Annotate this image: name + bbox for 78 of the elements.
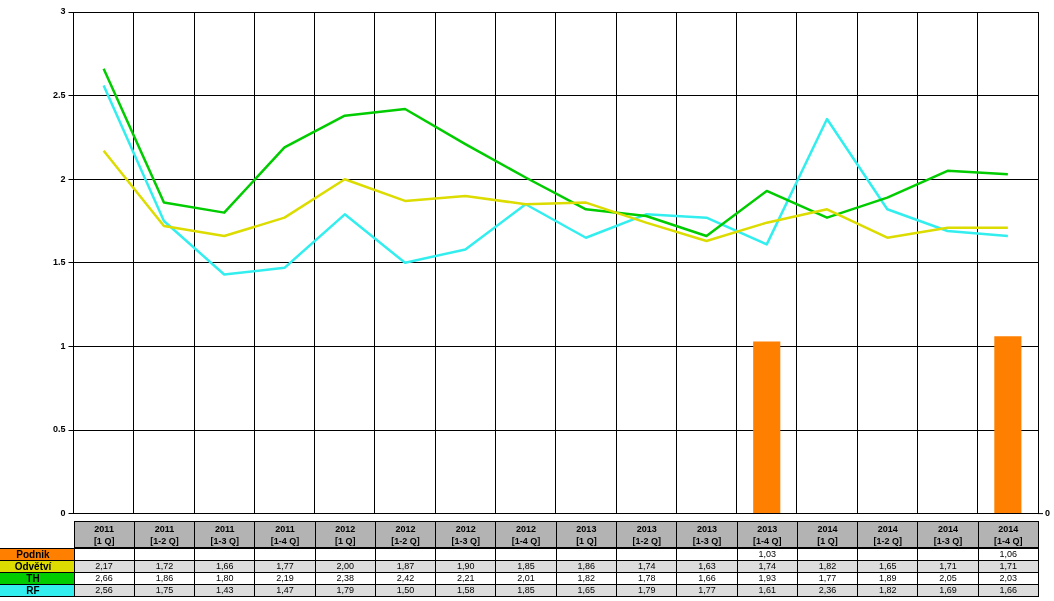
text: Odvětví [0,560,75,573]
data-label: 1,77 [254,560,316,573]
x-tick-label: 2013 [1-4 Q] [737,523,797,547]
data-label: 1,87 [374,560,437,573]
x-tick-label: 2012 [1 Q] [315,523,375,547]
data-label: 2,36 [796,584,859,597]
data-label: 1,82 [857,584,919,597]
data-label: 1,77 [676,584,738,597]
data-label: 1,77 [796,572,859,585]
x-tick-label: 2013 [1 Q] [556,523,617,547]
y-tick-label: 1 [60,340,66,351]
x-tick-label: 2014 [1-4 Q] [978,523,1038,547]
data-label: 2,03 [977,572,1039,585]
data-label: 1,80 [194,572,256,585]
data-label: 1,93 [736,572,798,585]
x-tick-label: 2012 [1-4 Q] [496,523,556,547]
data-label: 1,06 [977,548,1039,561]
data-label: 2,05 [917,572,979,585]
data-label: 1,66 [977,584,1039,597]
data-label: 1,71 [917,560,979,573]
data-label: 1,58 [435,584,497,597]
data-label: 1,72 [133,560,196,573]
data-label: 2,19 [254,572,316,585]
data-label: 2,00 [314,560,376,573]
data-label: 1,74 [616,560,678,573]
x-tick-label: 2014 [1-2 Q] [858,523,918,547]
data-label: 1,78 [616,572,678,585]
data-label: 2,66 [73,572,135,585]
x-tick-label: 2011 [1-4 Q] [255,523,315,547]
y-tick-label: 1.5 [53,257,66,268]
data-label: 2,42 [374,572,437,585]
x-tick-label: 2011 [1-2 Q] [134,523,195,547]
data-label: 1,71 [977,560,1039,573]
data-label: 1,47 [254,584,316,597]
data-label: 1,85 [495,560,557,573]
data-label: 1,65 [857,560,919,573]
data-label: 1,66 [194,560,256,573]
y-tick-label: 0 [60,508,66,519]
x-tick-label: 2013 [1-3 Q] [677,523,737,547]
data-label: 1,50 [374,584,437,597]
y-tick-label: 3 [60,6,66,17]
x-tick-label: 2013 [1-2 Q] [617,523,677,547]
data-label: 1,86 [555,560,618,573]
data-label: 1,79 [314,584,376,597]
x-tick-label: 2011 [1 Q] [74,523,134,547]
data-label: 2,01 [495,572,557,585]
data-label: 1,82 [555,572,618,585]
x-tick-label: 2012 [1-2 Q] [375,523,436,547]
data-label: 1,90 [435,560,497,573]
data-label: 1,85 [495,584,557,597]
data-label: 1,86 [133,572,196,585]
data-label: 1,61 [736,584,798,597]
data-label: 1,63 [676,560,738,573]
data-label: 2,38 [314,572,376,585]
x-tick-label: 2012 [1-3 Q] [436,523,496,547]
data-label: 1,89 [857,572,919,585]
text: 0 [1045,508,1051,519]
text: Podnik [0,548,75,561]
data-label: 2,17 [73,560,135,573]
y-tick-label: 2.5 [53,90,66,101]
x-tick-label: 2011 [1-3 Q] [195,523,255,547]
data-label: 1,79 [616,584,678,597]
data-label: 1,65 [555,584,618,597]
data-label: 1,03 [736,548,798,561]
data-label: 1,75 [133,584,196,597]
y-tick-label: 0.5 [53,424,66,435]
text: TH [0,572,75,585]
data-label: 2,21 [435,572,497,585]
text: RF [0,584,75,597]
x-tick-label: 2014 [1 Q] [797,523,858,547]
data-label: 2,56 [73,584,135,597]
data-label: 1,43 [194,584,256,597]
data-label: 1,66 [676,572,738,585]
y-tick-label: 2 [60,173,66,184]
data-label: 1,69 [917,584,979,597]
data-label: 1,82 [796,560,859,573]
data-label: 1,74 [736,560,798,573]
x-tick-label: 2014 [1-3 Q] [918,523,978,547]
